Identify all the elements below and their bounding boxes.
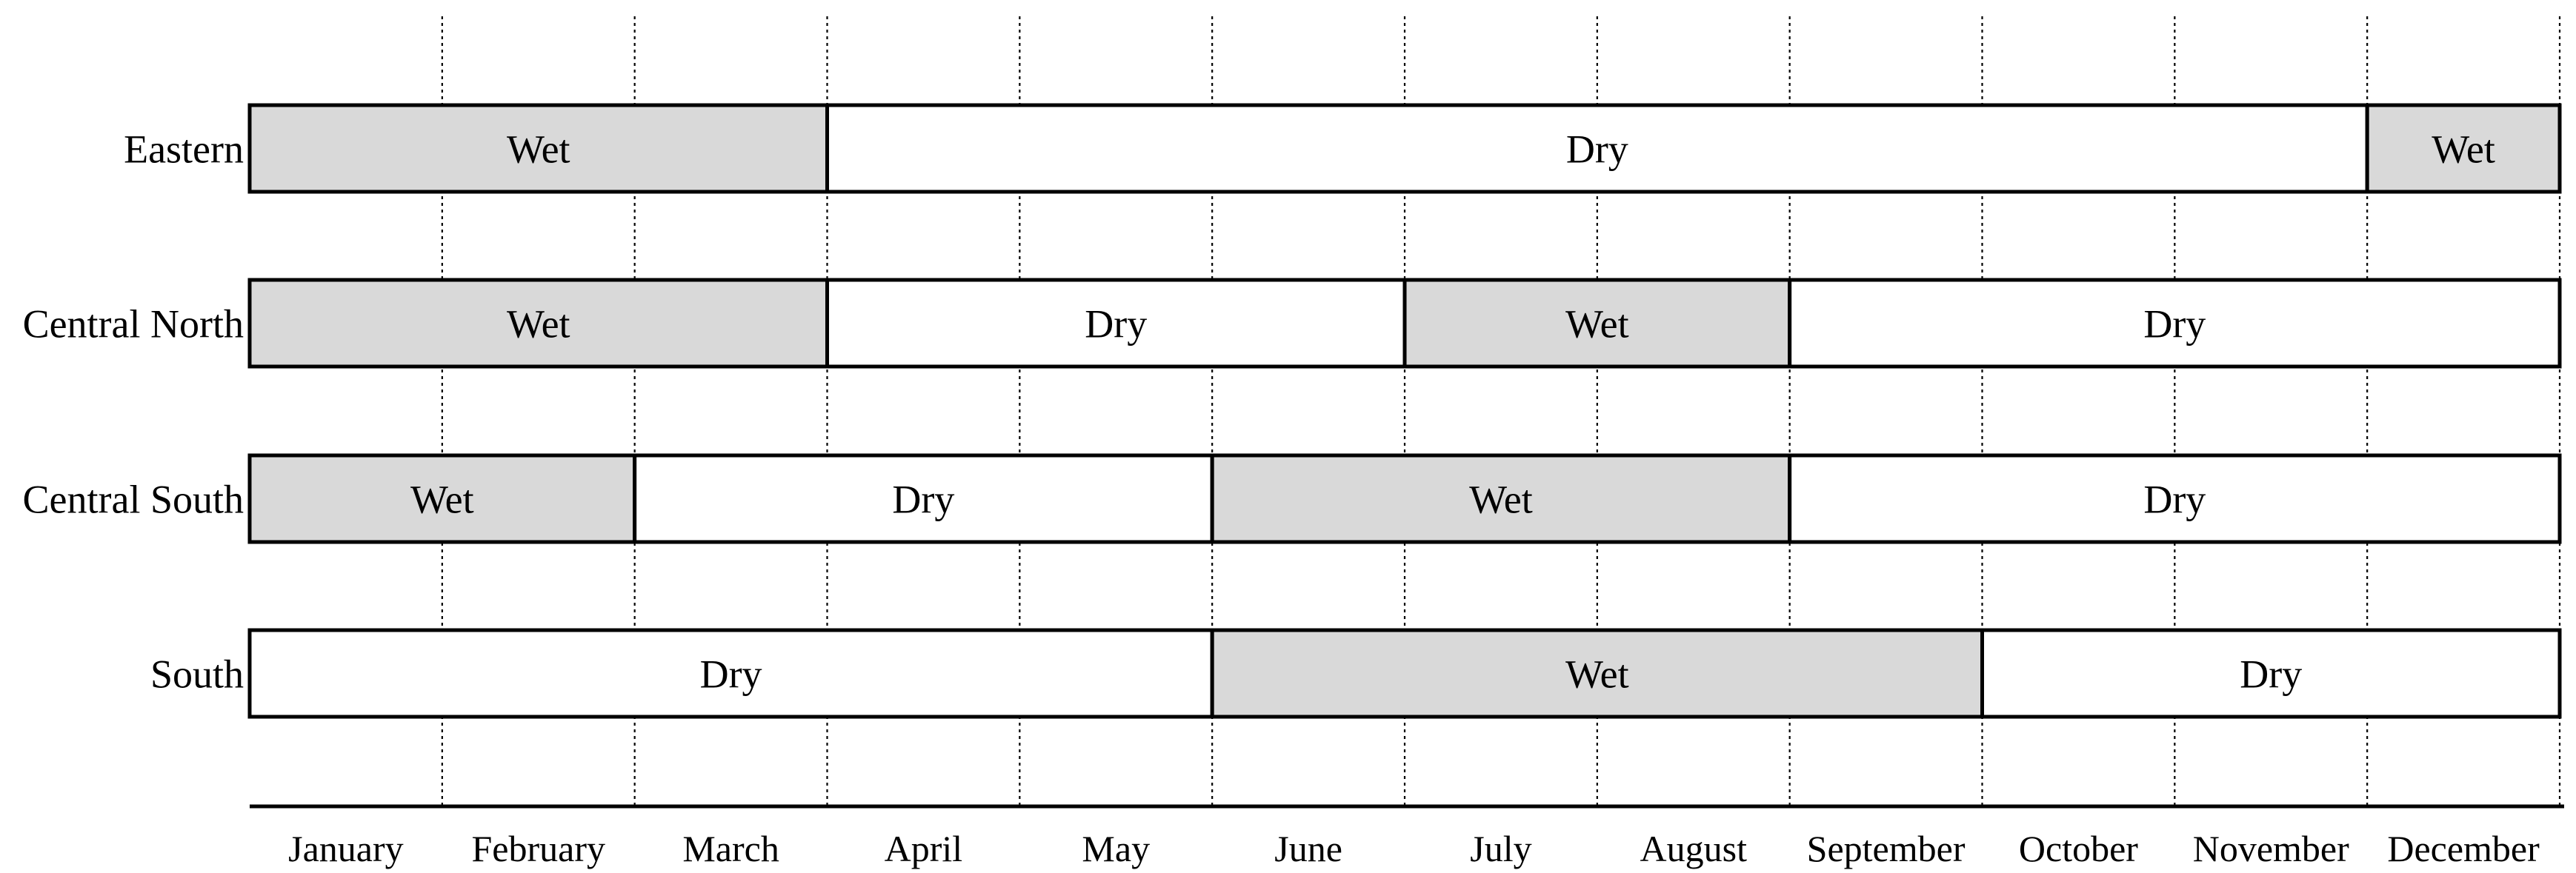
month-tick-label: June (1274, 828, 1342, 869)
season-segment-dry (247, 628, 1214, 719)
month-tick-label: July (1470, 828, 1531, 869)
season-segment-wet (1402, 278, 1792, 369)
region-label: Eastern (124, 127, 244, 172)
region-row: Wet Dry Wet Dry (247, 278, 2562, 369)
season-segment-label: Dry (2143, 302, 2206, 347)
region-row: Dry Wet Dry (247, 628, 2562, 719)
season-segment-dry (1788, 278, 2562, 369)
season-segment-wet (247, 103, 829, 194)
season-segment-dry (825, 278, 1407, 369)
region-labels: Eastern Central North Central South South (23, 127, 244, 697)
region-label: Central North (23, 302, 244, 347)
region-label: Central South (23, 478, 244, 522)
month-tick-label: September (1807, 828, 1966, 869)
season-segment-label: Dry (892, 478, 954, 522)
season-segment-label: Wet (1469, 478, 1533, 522)
season-segment-dry (1788, 453, 2562, 544)
month-tick-label: January (288, 828, 404, 869)
season-segment-label: Dry (700, 652, 762, 697)
month-tick-label: November (2193, 828, 2349, 869)
month-tick-label: February (472, 828, 606, 869)
season-segment-label: Wet (507, 302, 570, 347)
month-tick-label: April (885, 828, 963, 869)
month-tick-label: March (682, 828, 779, 869)
season-segment-dry (633, 453, 1214, 544)
season-segment-label: Dry (2240, 652, 2302, 697)
season-segment-label: Wet (507, 127, 570, 172)
season-segment-label: Wet (1565, 302, 1629, 347)
season-segment-label: Dry (2143, 478, 2206, 522)
season-segment-label: Wet (1565, 652, 1629, 697)
region-label: South (150, 652, 244, 697)
month-tick-label: May (1082, 828, 1150, 869)
season-segment-wet (247, 278, 829, 369)
season-segment-label: Wet (2432, 127, 2495, 172)
season-segment-wet (2365, 103, 2562, 194)
season-segment-wet (247, 453, 637, 544)
region-row: Wet Dry Wet Dry (247, 453, 2562, 544)
month-tick-label: October (2019, 828, 2138, 869)
season-segment-label: Dry (1566, 127, 1628, 172)
season-segment-label: Wet (410, 478, 474, 522)
region-row: Wet Dry Wet (247, 103, 2562, 194)
season-segment-dry (825, 103, 2369, 194)
season-segment-label: Dry (1085, 302, 1147, 347)
season-segment-wet (1210, 453, 1792, 544)
month-tick-label: August (1640, 828, 1748, 869)
season-segment-dry (1980, 628, 2562, 719)
month-tick-label: December (2387, 828, 2540, 869)
month-axis: January February March April May June July Augu… (250, 804, 2564, 869)
month-gridlines (441, 16, 2561, 806)
